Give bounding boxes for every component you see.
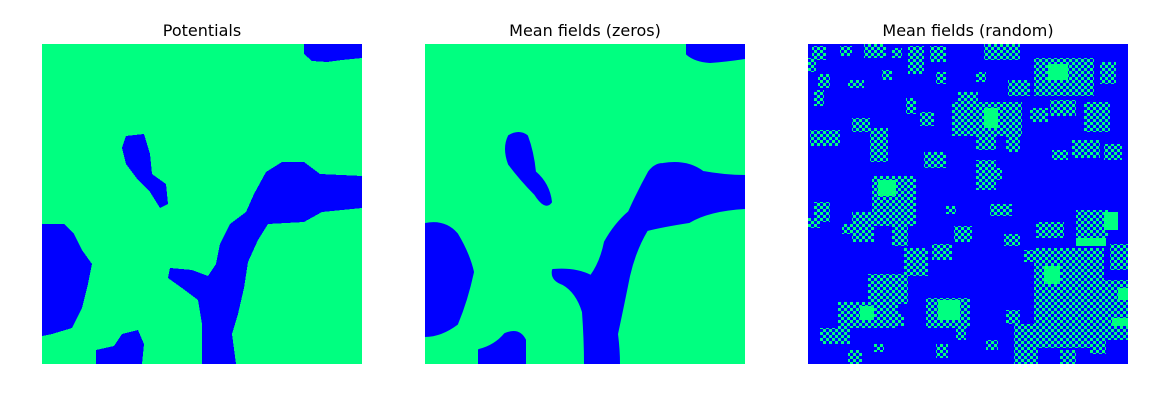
- panel-title-potentials: Potentials: [162, 21, 242, 40]
- panel-mean-fields-zeros: Mean fields (zeros): [425, 0, 745, 404]
- panel-title-mean-fields-zeros: Mean fields (zeros): [509, 21, 661, 40]
- panel-mean-fields-random: Mean fields (random): [808, 0, 1128, 404]
- image-mean-fields-zeros: [425, 44, 745, 364]
- panel-potentials: Potentials: [42, 0, 362, 404]
- image-mean-fields-random: [808, 44, 1128, 364]
- panel-title-mean-fields-random: Mean fields (random): [882, 21, 1054, 40]
- image-potentials: [42, 44, 362, 364]
